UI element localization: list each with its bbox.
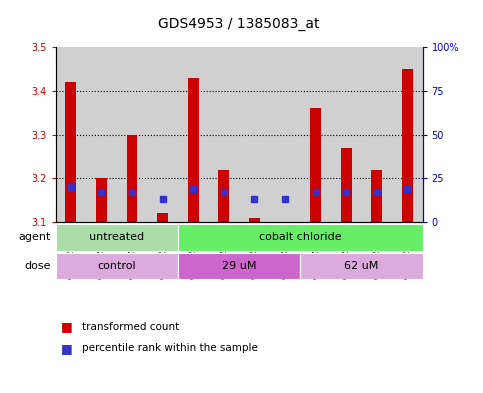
Text: untreated: untreated: [89, 232, 144, 242]
Text: percentile rank within the sample: percentile rank within the sample: [82, 343, 258, 353]
Bar: [361, 47, 392, 222]
Bar: [341, 148, 352, 222]
Bar: [300, 47, 331, 222]
Bar: [56, 224, 178, 251]
Bar: [392, 47, 423, 222]
Text: 29 uM: 29 uM: [222, 261, 256, 271]
Bar: [249, 218, 260, 222]
Bar: [56, 253, 178, 279]
Bar: [56, 47, 86, 222]
Bar: [178, 224, 423, 251]
Bar: [402, 69, 412, 222]
Bar: [239, 47, 270, 222]
Text: ■: ■: [60, 320, 72, 333]
Bar: [300, 253, 423, 279]
Text: GDS4953 / 1385083_at: GDS4953 / 1385083_at: [158, 17, 320, 31]
Bar: [188, 78, 199, 222]
Bar: [86, 47, 117, 222]
Bar: [147, 47, 178, 222]
Bar: [371, 170, 382, 222]
Text: agent: agent: [18, 232, 51, 242]
Text: 62 uM: 62 uM: [344, 261, 379, 271]
Bar: [310, 108, 321, 222]
Text: transformed count: transformed count: [82, 321, 179, 332]
Bar: [218, 170, 229, 222]
Bar: [331, 47, 361, 222]
Bar: [117, 47, 147, 222]
Bar: [127, 135, 137, 222]
Bar: [96, 178, 107, 222]
Text: ■: ■: [60, 342, 72, 355]
Bar: [66, 82, 76, 222]
Text: control: control: [98, 261, 136, 271]
Text: cobalt chloride: cobalt chloride: [259, 232, 341, 242]
Bar: [209, 47, 239, 222]
Bar: [157, 213, 168, 222]
Bar: [178, 47, 209, 222]
Bar: [178, 253, 300, 279]
Text: dose: dose: [24, 261, 51, 271]
Bar: [270, 47, 300, 222]
